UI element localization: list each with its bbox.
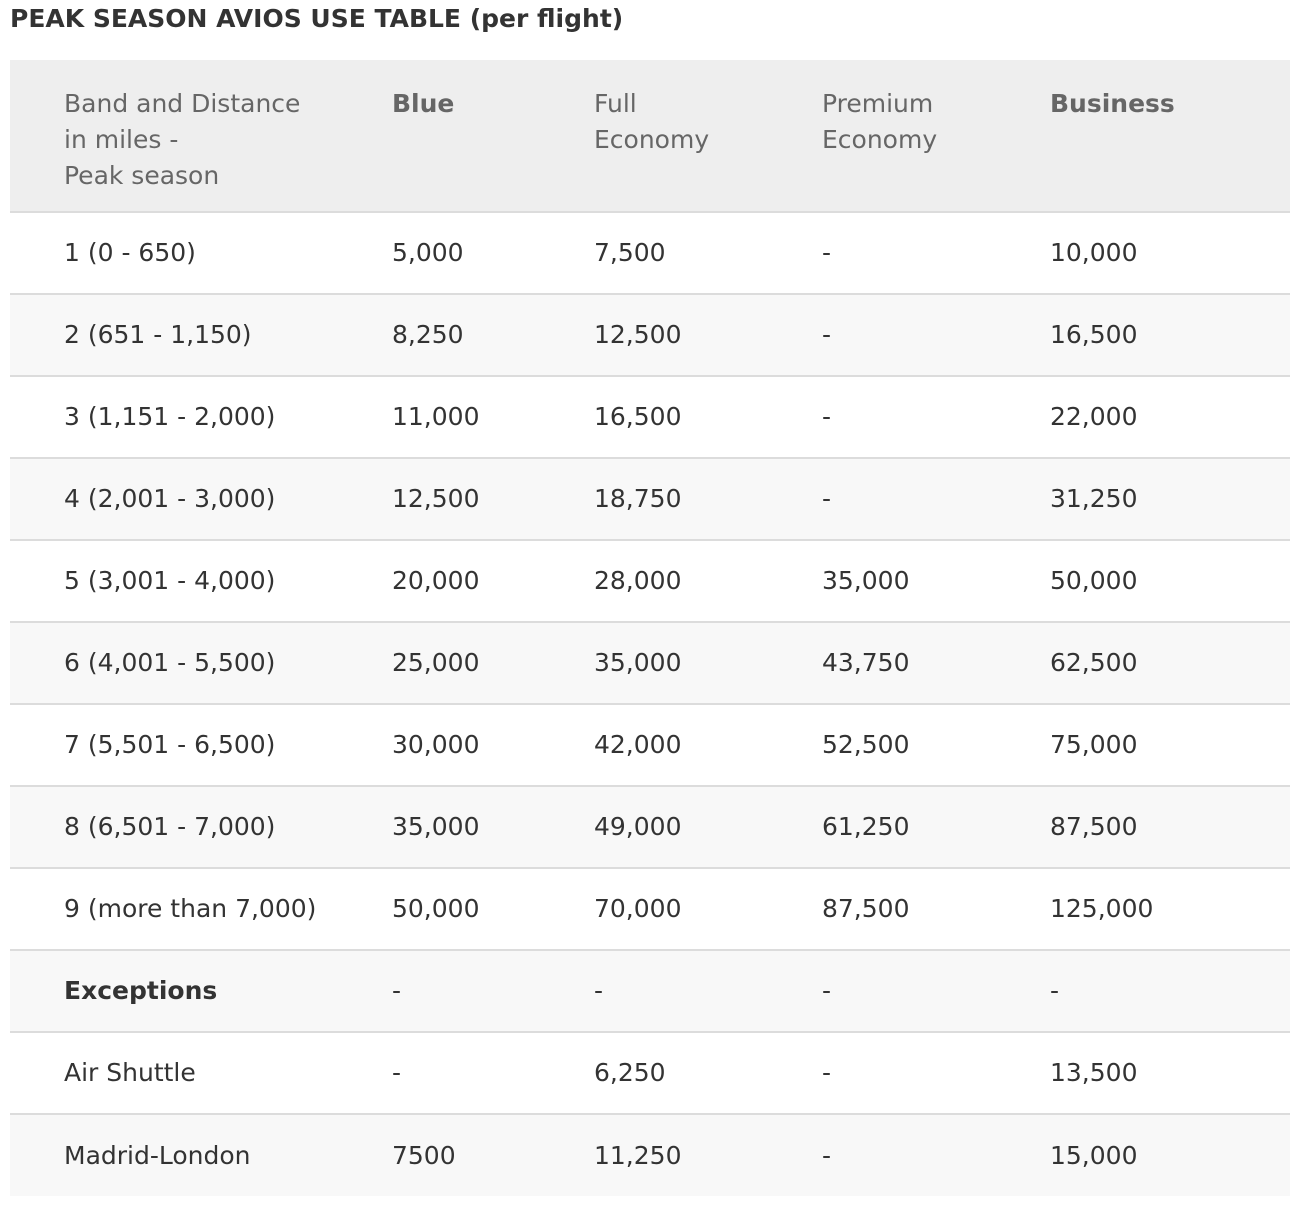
premium-economy-cell: 61,250: [822, 812, 910, 841]
band-cell: 6 (4,001 - 5,500): [64, 648, 276, 677]
route-cell: Madrid-London: [64, 1140, 251, 1170]
full-economy-cell: 11,250: [594, 1140, 682, 1170]
full-economy-cell: 18,750: [594, 484, 682, 513]
premium-economy-cell: -: [822, 976, 832, 1005]
full-economy-cell: 7,500: [594, 238, 666, 267]
table-body: 1 (0 - 650) 5,000 7,500 - 10,000 2 (651 …: [10, 212, 1290, 1196]
blue-cell: 25,000: [392, 648, 480, 677]
band-cell: 7 (5,501 - 6,500): [64, 730, 276, 759]
table-row: 3 (1,151 - 2,000) 11,000 16,500 - 22,000: [10, 376, 1290, 458]
table-row: 2 (651 - 1,150) 8,250 12,500 - 16,500: [10, 294, 1290, 376]
header-row: Band and Distance in miles - Peak season…: [10, 60, 1290, 212]
band-cell: 9 (more than 7,000): [64, 894, 317, 923]
premium-economy-cell: 87,500: [822, 894, 910, 923]
band-cell: 5 (3,001 - 4,000): [64, 566, 276, 595]
page-title: PEAK SEASON AVIOS USE TABLE (per flight): [10, 4, 624, 33]
table-row: Madrid-London 7500 11,250 - 15,000: [10, 1114, 1290, 1196]
column-header-full-economy: Full Economy: [594, 89, 710, 154]
business-cell: 87,500: [1050, 812, 1138, 841]
table-row: 7 (5,501 - 6,500) 30,000 42,000 52,500 7…: [10, 704, 1290, 786]
business-cell: 22,000: [1050, 402, 1138, 431]
exceptions-row: Exceptions - - - -: [10, 950, 1290, 1032]
business-cell: 15,000: [1050, 1140, 1138, 1170]
table-header: Band and Distance in miles - Peak season…: [10, 60, 1290, 212]
column-header-band: Band and Distance in miles - Peak season: [64, 89, 301, 190]
premium-economy-cell: 52,500: [822, 730, 910, 759]
table-row: 9 (more than 7,000) 50,000 70,000 87,500…: [10, 868, 1290, 950]
premium-economy-cell: -: [822, 238, 832, 267]
column-header-business: Business: [1050, 89, 1175, 118]
table-row: 1 (0 - 650) 5,000 7,500 - 10,000: [10, 212, 1290, 294]
avios-table: Band and Distance in miles - Peak season…: [10, 60, 1290, 1196]
table-row: 8 (6,501 - 7,000) 35,000 49,000 61,250 8…: [10, 786, 1290, 868]
full-economy-cell: 49,000: [594, 812, 682, 841]
table-row: 6 (4,001 - 5,500) 25,000 35,000 43,750 6…: [10, 622, 1290, 704]
blue-cell: 50,000: [392, 894, 480, 923]
blue-cell: 8,250: [392, 320, 464, 349]
route-cell: Air Shuttle: [64, 1058, 196, 1087]
table-row: 5 (3,001 - 4,000) 20,000 28,000 35,000 5…: [10, 540, 1290, 622]
business-cell: 13,500: [1050, 1058, 1138, 1087]
business-cell: 31,250: [1050, 484, 1138, 513]
business-cell: 10,000: [1050, 238, 1138, 267]
blue-cell: 30,000: [392, 730, 480, 759]
band-cell: 4 (2,001 - 3,000): [64, 484, 276, 513]
business-cell: 16,500: [1050, 320, 1138, 349]
blue-cell: 7500: [392, 1140, 456, 1170]
full-economy-cell: 70,000: [594, 894, 682, 923]
table-row: Air Shuttle - 6,250 - 13,500: [10, 1032, 1290, 1114]
blue-cell: 5,000: [392, 238, 464, 267]
full-economy-cell: 35,000: [594, 648, 682, 677]
blue-cell: -: [392, 1058, 402, 1087]
blue-cell: 11,000: [392, 402, 480, 431]
band-cell: 2 (651 - 1,150): [64, 320, 252, 349]
premium-economy-cell: -: [822, 1058, 832, 1087]
business-cell: 125,000: [1050, 894, 1154, 923]
premium-economy-cell: -: [822, 402, 832, 431]
column-header-premium-economy: Premium Economy: [822, 89, 938, 154]
blue-cell: 20,000: [392, 566, 480, 595]
blue-cell: -: [392, 976, 402, 1005]
premium-economy-cell: -: [822, 320, 832, 349]
blue-cell: 12,500: [392, 484, 480, 513]
premium-economy-cell: 43,750: [822, 648, 910, 677]
full-economy-cell: 6,250: [594, 1058, 666, 1087]
exceptions-heading: Exceptions: [64, 976, 218, 1005]
table-row: 4 (2,001 - 3,000) 12,500 18,750 - 31,250: [10, 458, 1290, 540]
premium-economy-cell: -: [822, 1140, 832, 1170]
full-economy-cell: 42,000: [594, 730, 682, 759]
full-economy-cell: 16,500: [594, 402, 682, 431]
blue-cell: 35,000: [392, 812, 480, 841]
band-cell: 1 (0 - 650): [64, 238, 196, 267]
full-economy-cell: 28,000: [594, 566, 682, 595]
business-cell: 50,000: [1050, 566, 1138, 595]
business-cell: 62,500: [1050, 648, 1138, 677]
full-economy-cell: -: [594, 976, 604, 1005]
premium-economy-cell: -: [822, 484, 832, 513]
business-cell: -: [1050, 976, 1060, 1005]
column-header-blue: Blue: [392, 89, 455, 118]
business-cell: 75,000: [1050, 730, 1138, 759]
full-economy-cell: 12,500: [594, 320, 682, 349]
band-cell: 3 (1,151 - 2,000): [64, 402, 276, 431]
premium-economy-cell: 35,000: [822, 566, 910, 595]
band-cell: 8 (6,501 - 7,000): [64, 812, 276, 841]
